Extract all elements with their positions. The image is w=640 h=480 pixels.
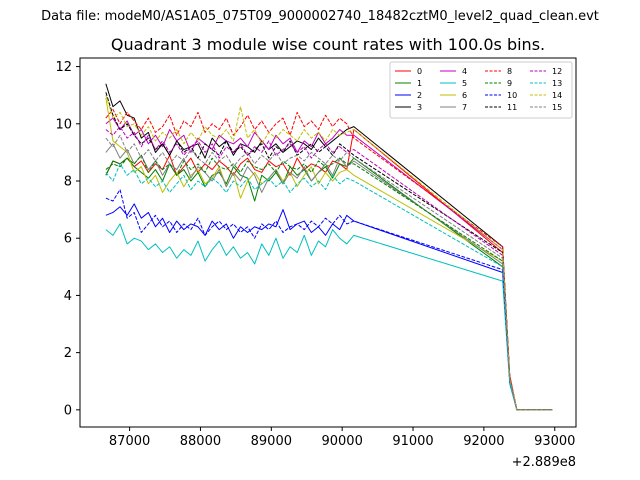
series-line-1 [106,158,552,410]
legend-label: 1 [417,79,422,88]
series-line-2 [106,204,552,410]
legend-label: 15 [552,103,562,112]
series-line-9 [106,155,552,410]
x-tick-label: 87000 [109,434,150,449]
x-tick-label: 91000 [392,434,433,449]
x-tick-label: 89000 [251,434,292,449]
figure-suptitle: Data file: modeM0/AS1A05_075T09_90000027… [41,9,599,24]
x-axis: 87000 88000 89000 90000 91000 92000 93000 [109,427,576,449]
series-line-7 [106,144,552,410]
y-tick-label: 6 [64,232,72,247]
y-tick-label: 12 [55,60,72,75]
x-tick-label: 88000 [180,434,221,449]
legend-label: 7 [462,103,467,112]
legend-label: 3 [417,103,422,112]
x-tick-label: 92000 [463,434,504,449]
series-line-13 [106,164,552,410]
y-tick-label: 8 [64,175,72,190]
x-offset-label: +2.889e8 [512,455,576,470]
legend-label: 5 [462,79,467,88]
legend-label: 10 [507,91,517,100]
chart-title: Quadrant 3 module wise count rates with … [111,35,545,54]
y-tick-label: 0 [64,403,72,418]
legend-label: 12 [552,67,562,76]
legend-label: 9 [507,79,512,88]
legend-label: 11 [507,103,517,112]
x-tick-label: 90000 [321,434,362,449]
series-line-4 [106,118,552,410]
legend-label: 13 [552,79,562,88]
series-line-10 [106,190,552,410]
legend-label: 4 [462,67,467,76]
y-axis: 0 2 4 6 8 10 12 [55,60,80,418]
y-tick-label: 4 [64,289,72,304]
x-tick-label: 93000 [534,434,575,449]
series-line-8 [106,109,552,409]
y-tick-label: 2 [64,346,72,361]
legend-label: 8 [507,67,512,76]
legend-label: 2 [417,91,422,100]
y-tick-label: 10 [55,117,72,132]
series-layer [106,84,552,410]
legend-label: 14 [552,91,562,100]
legend-label: 6 [462,91,467,100]
legend-label: 0 [417,67,422,76]
